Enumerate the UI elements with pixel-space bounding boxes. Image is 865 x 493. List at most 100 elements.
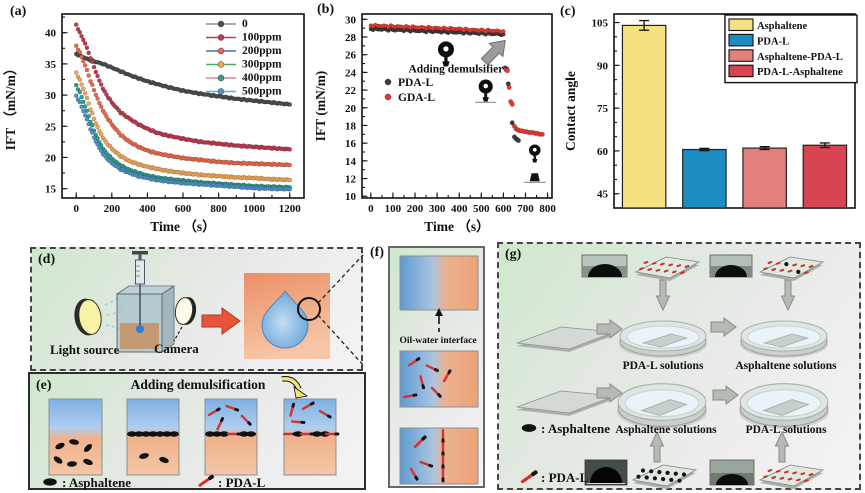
annotation-arrow-icon (480, 39, 506, 66)
svg-text:IFT (mN/m): IFT (mN/m) (313, 71, 328, 142)
svg-text:16: 16 (345, 138, 357, 150)
pdal-legend-label: : PDA-L (541, 470, 589, 485)
svg-text:GDA-L: GDA-L (398, 92, 435, 104)
panel-f-label: (f) (370, 245, 384, 260)
svg-text:28: 28 (345, 32, 357, 44)
stage-3 (204, 398, 258, 476)
camera-icon (173, 297, 197, 342)
svg-text:18: 18 (345, 120, 357, 132)
slide-with-pdal (634, 256, 701, 281)
light-source-label: Light source (50, 342, 120, 357)
arrow-vertical-icon (774, 430, 790, 463)
arrow-right-icon (596, 383, 623, 403)
svg-text:100ppm: 100ppm (242, 32, 282, 44)
svg-text:20: 20 (45, 152, 57, 164)
svg-text:60: 60 (597, 146, 609, 158)
svg-text:200: 200 (104, 203, 121, 215)
dish3-label: Asphaltene solutions (615, 424, 717, 436)
petri-dish-pdal-2 (739, 383, 829, 429)
panel-d-label: (d) (38, 252, 56, 267)
adding-demulsification-title: Adding demulsification (131, 377, 266, 392)
legend: Asphaltene PDA-L Asphaltene-PDA-L PDA-L-Asp… (724, 14, 858, 84)
arrow-right-icon (596, 319, 623, 339)
panel-c-label: (c) (560, 4, 576, 19)
arrow-right-icon (712, 385, 739, 405)
svg-text:200ppm: 200ppm (242, 45, 282, 57)
svg-text:45: 45 (597, 189, 609, 201)
dipping-experiment-diagram: PDA-L solutions Asphaltene solutions Asp… (497, 242, 861, 490)
svg-text:0: 0 (242, 18, 248, 30)
arrow-vertical-icon (655, 279, 671, 312)
series-500ppm (73, 93, 293, 192)
panel-g-label: (g) (505, 247, 522, 262)
ift-vs-time-demulsifier-chart: 0 100 200 300 400 500 600 700 800 10 12 14 16 18 20 22 2… (312, 0, 562, 244)
detached-drop-icon (523, 173, 546, 183)
svg-text:15: 15 (45, 184, 57, 196)
svg-text:30: 30 (45, 90, 57, 102)
pendant-drop-icon (475, 79, 497, 103)
svg-text:24: 24 (345, 67, 357, 79)
dish4-label: PDA-L solutions (746, 424, 827, 436)
bar-Asphaltene-PDA-L (742, 147, 787, 209)
bar-PDA-L-Asphaltene (802, 144, 848, 209)
svg-text:10: 10 (345, 191, 357, 203)
svg-text:300ppm: 300ppm (242, 59, 282, 71)
magnifier-circle-icon (297, 297, 321, 321)
svg-text:26: 26 (345, 50, 357, 62)
svg-text:IFT （mN/m）: IFT （mN/m） (3, 62, 18, 151)
svg-text:14: 14 (345, 156, 357, 168)
svg-text:500ppm: 500ppm (242, 86, 282, 98)
interface-plain (399, 255, 479, 311)
svg-text:100: 100 (385, 203, 402, 215)
light-source-icon (74, 296, 126, 336)
svg-text:1000: 1000 (243, 203, 266, 215)
arrow-up-icon (435, 308, 443, 332)
oil-water-interface-label: Oil-water interface (399, 336, 476, 346)
legend: PDA-L GDA-L (384, 77, 435, 104)
panel-b-label: (b) (317, 2, 335, 17)
svg-text:Contact angle: Contact angle (563, 71, 578, 151)
petri-dish-asphaltene (740, 320, 828, 358)
contact-angle-photo-high (584, 459, 628, 486)
drop-closeup-icon (244, 254, 364, 366)
svg-text:600: 600 (495, 203, 512, 215)
pendant-drop-icon (529, 144, 541, 163)
series-300ppm (73, 70, 293, 183)
stage-1 (48, 398, 103, 476)
dish1-label: PDA-L solutions (623, 360, 704, 372)
slide-with-asphaltene-on-pdal (758, 256, 825, 281)
svg-text:Asphaltene-PDA-L: Asphaltene-PDA-L (757, 52, 843, 63)
svg-text:Asphaltene: Asphaltene (757, 21, 808, 32)
arrow-vertical-icon (649, 430, 665, 463)
syringe-icon (132, 251, 148, 333)
svg-text:90: 90 (597, 60, 609, 72)
ift-vs-time-concentration-chart: 0 200 400 600 800 1000 1200 15 20 25 30 35 40 Time （s… (2, 0, 314, 244)
svg-text:20: 20 (345, 103, 357, 115)
asphaltene-legend-label: : Asphaltene (62, 475, 131, 490)
pdal-legend-label: : PDA-L (218, 475, 266, 490)
stage-2 (126, 398, 180, 476)
interface-with-pdal (399, 350, 479, 408)
dish2-label: Asphaltene solutions (735, 360, 837, 372)
svg-text:700: 700 (517, 203, 534, 215)
oil-water-interface-diagram: Oil-water interface (388, 246, 485, 488)
curved-arrow-icon (281, 375, 309, 399)
stage-4 (283, 398, 340, 476)
asphaltene-icon (43, 478, 57, 486)
pda-l-icon (198, 474, 215, 487)
tensiometer-diagram: Light source Came (30, 247, 364, 371)
svg-text:PDA-L-Asphaltene: PDA-L-Asphaltene (757, 67, 843, 78)
svg-text:35: 35 (45, 59, 57, 71)
svg-text:75: 75 (597, 103, 609, 115)
panel-e-label: (e) (36, 378, 52, 393)
slide-with-asphaltene (631, 464, 698, 489)
svg-text:600: 600 (175, 203, 192, 215)
asphaltene-legend-label: : Asphaltene (541, 421, 610, 436)
svg-text:22: 22 (345, 85, 357, 97)
arrow-vertical-icon (780, 279, 796, 312)
svg-text:40: 40 (45, 28, 57, 40)
pda-l-icon (520, 470, 538, 484)
